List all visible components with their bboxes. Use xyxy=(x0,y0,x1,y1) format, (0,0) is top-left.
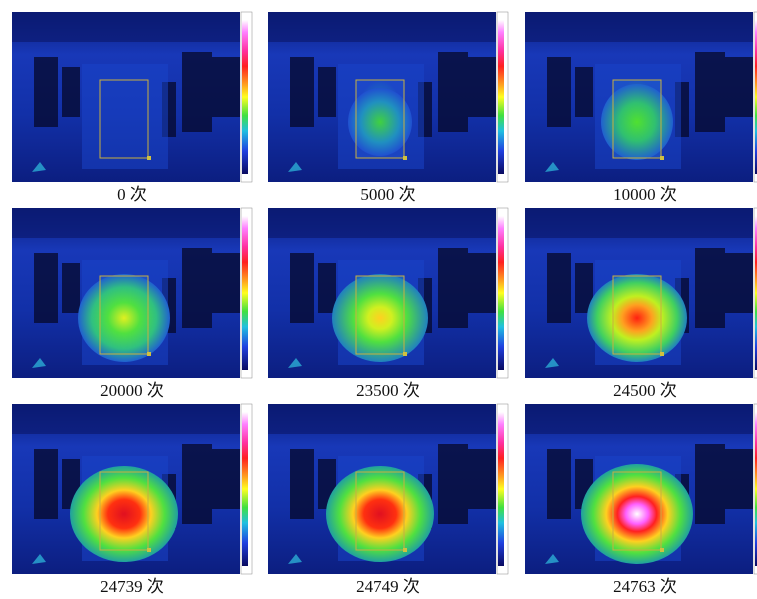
hot-spot xyxy=(601,84,673,160)
thermal-panel xyxy=(525,208,757,378)
panel-caption: 10000 次 xyxy=(613,185,677,204)
thermal-panel xyxy=(12,12,252,182)
panel-caption: 23500 次 xyxy=(356,381,420,400)
hot-spot xyxy=(70,466,178,562)
thermal-panel xyxy=(12,208,252,378)
thermal-panel xyxy=(525,12,757,182)
thermal-panel xyxy=(268,12,508,182)
thermal-panel xyxy=(12,404,252,574)
page: {"figure": {"panels": [ {"caption": "0 次… xyxy=(0,0,757,599)
panel-caption: 24749 次 xyxy=(356,577,420,596)
panel-caption: 24739 次 xyxy=(100,577,164,596)
hot-spot xyxy=(587,274,687,362)
panel-caption: 0 次 xyxy=(117,185,147,204)
hot-spot xyxy=(332,274,428,362)
panel-caption: 24500 次 xyxy=(613,381,677,400)
thermal-panel xyxy=(268,404,508,574)
hot-spot xyxy=(581,464,693,564)
hot-spot xyxy=(78,274,170,362)
panel-caption: 24763 次 xyxy=(613,577,677,596)
panel-caption: 20000 次 xyxy=(100,381,164,400)
thermal-panel xyxy=(268,208,508,378)
hot-spot xyxy=(348,88,412,156)
thermal-figure: 0 次 5000 次 10000 次 20000 次 23500 次 24500 次 247… xyxy=(0,0,757,599)
hot-spot xyxy=(326,466,434,562)
panel-caption: 5000 次 xyxy=(360,185,415,204)
thermal-panel xyxy=(525,404,757,574)
